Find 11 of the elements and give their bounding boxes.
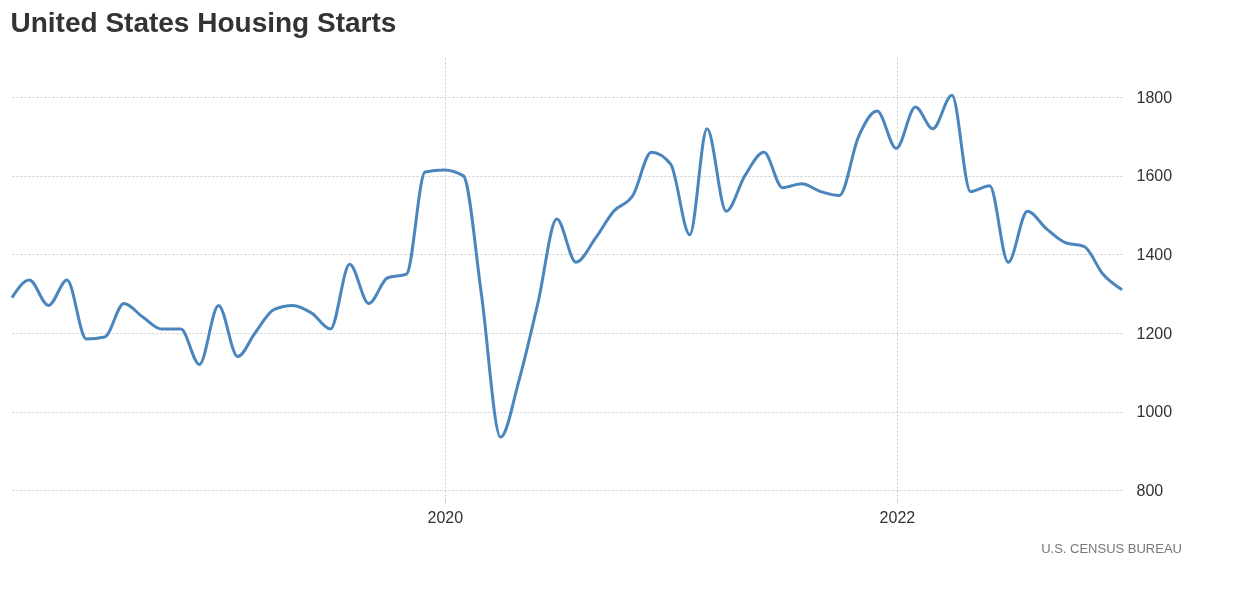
line-series [10,93,1124,439]
x-tick-label: 2022 [879,508,916,526]
y-tick-label: 1600 [1136,167,1173,185]
x-tick-label: 2020 [427,508,464,526]
y-tick-label: 1800 [1136,88,1173,106]
y-tick-label: 1200 [1136,324,1173,342]
y-tick-label: 800 [1136,481,1164,499]
text: U.S. CENSUS BUREAU [1041,541,1182,556]
y-tick-label: 1400 [1136,245,1173,263]
y-tick-label: 1000 [1136,403,1173,421]
chart-title: United States Housing Starts [10,7,397,38]
